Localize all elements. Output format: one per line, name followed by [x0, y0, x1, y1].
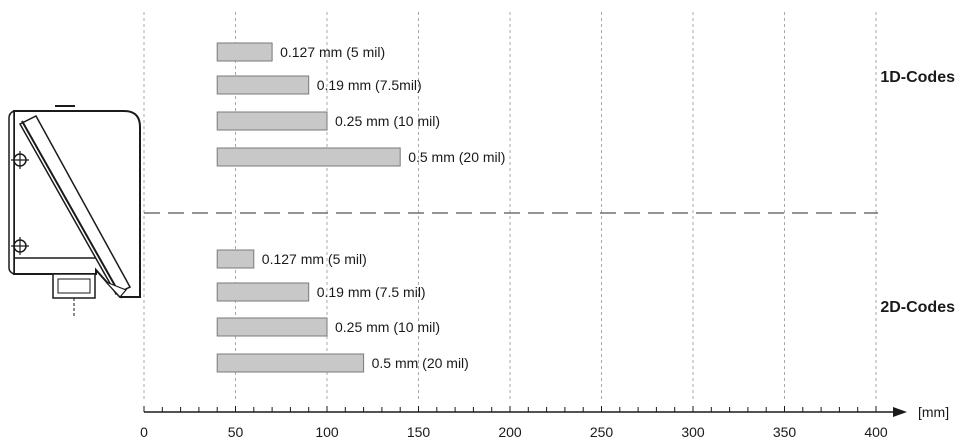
bar-label: 0.5 mm (20 mil) — [372, 355, 469, 371]
bar — [216, 282, 310, 302]
bar-label: 0.25 mm (10 mil) — [335, 113, 440, 129]
bar-label: 0.5 mm (20 mil) — [408, 149, 505, 165]
bar-label: 0.25 mm (10 mil) — [335, 319, 440, 335]
x-tick-label: 400 — [864, 424, 888, 440]
x-tick-label: 250 — [590, 424, 614, 440]
x-tick-label: 200 — [498, 424, 522, 440]
group-label-1d-codes: 1D-Codes — [880, 69, 955, 86]
bar-label: 0.127 mm (5 mil) — [280, 44, 385, 60]
bar — [216, 147, 401, 167]
grid-lines — [143, 12, 877, 402]
x-tick-label: 0 — [140, 424, 148, 440]
x-tick-label: 100 — [315, 424, 339, 440]
x-tick-label: 350 — [773, 424, 797, 440]
bar-label: 0.127 mm (5 mil) — [262, 251, 367, 267]
group-label-2d-codes: 2D-Codes — [880, 299, 955, 316]
x-axis-arrow-icon — [893, 407, 907, 417]
x-axis: [mm] — [144, 404, 949, 420]
x-tick-label: 50 — [228, 424, 244, 440]
bar — [216, 353, 365, 373]
bar-label: 0.19 mm (7.5 mil) — [317, 284, 426, 300]
barcode-scanner-icon — [8, 105, 141, 316]
bar-labels: 0.127 mm (5 mil) 0.19 mm (7.5mil) 0.25 mm … — [262, 44, 506, 371]
bar — [216, 111, 328, 131]
bar — [216, 249, 255, 269]
x-axis-unit-label: [mm] — [918, 404, 949, 420]
x-tick-label: 150 — [407, 424, 431, 440]
bar — [216, 317, 328, 337]
bar-label: 0.19 mm (7.5mil) — [317, 77, 422, 93]
x-tick-label: 300 — [681, 424, 705, 440]
bar — [216, 75, 310, 95]
bars — [216, 42, 401, 373]
x-axis-ticks: 0 50 100 150 200 250 300 350 400 — [140, 406, 888, 440]
bar — [216, 42, 273, 62]
